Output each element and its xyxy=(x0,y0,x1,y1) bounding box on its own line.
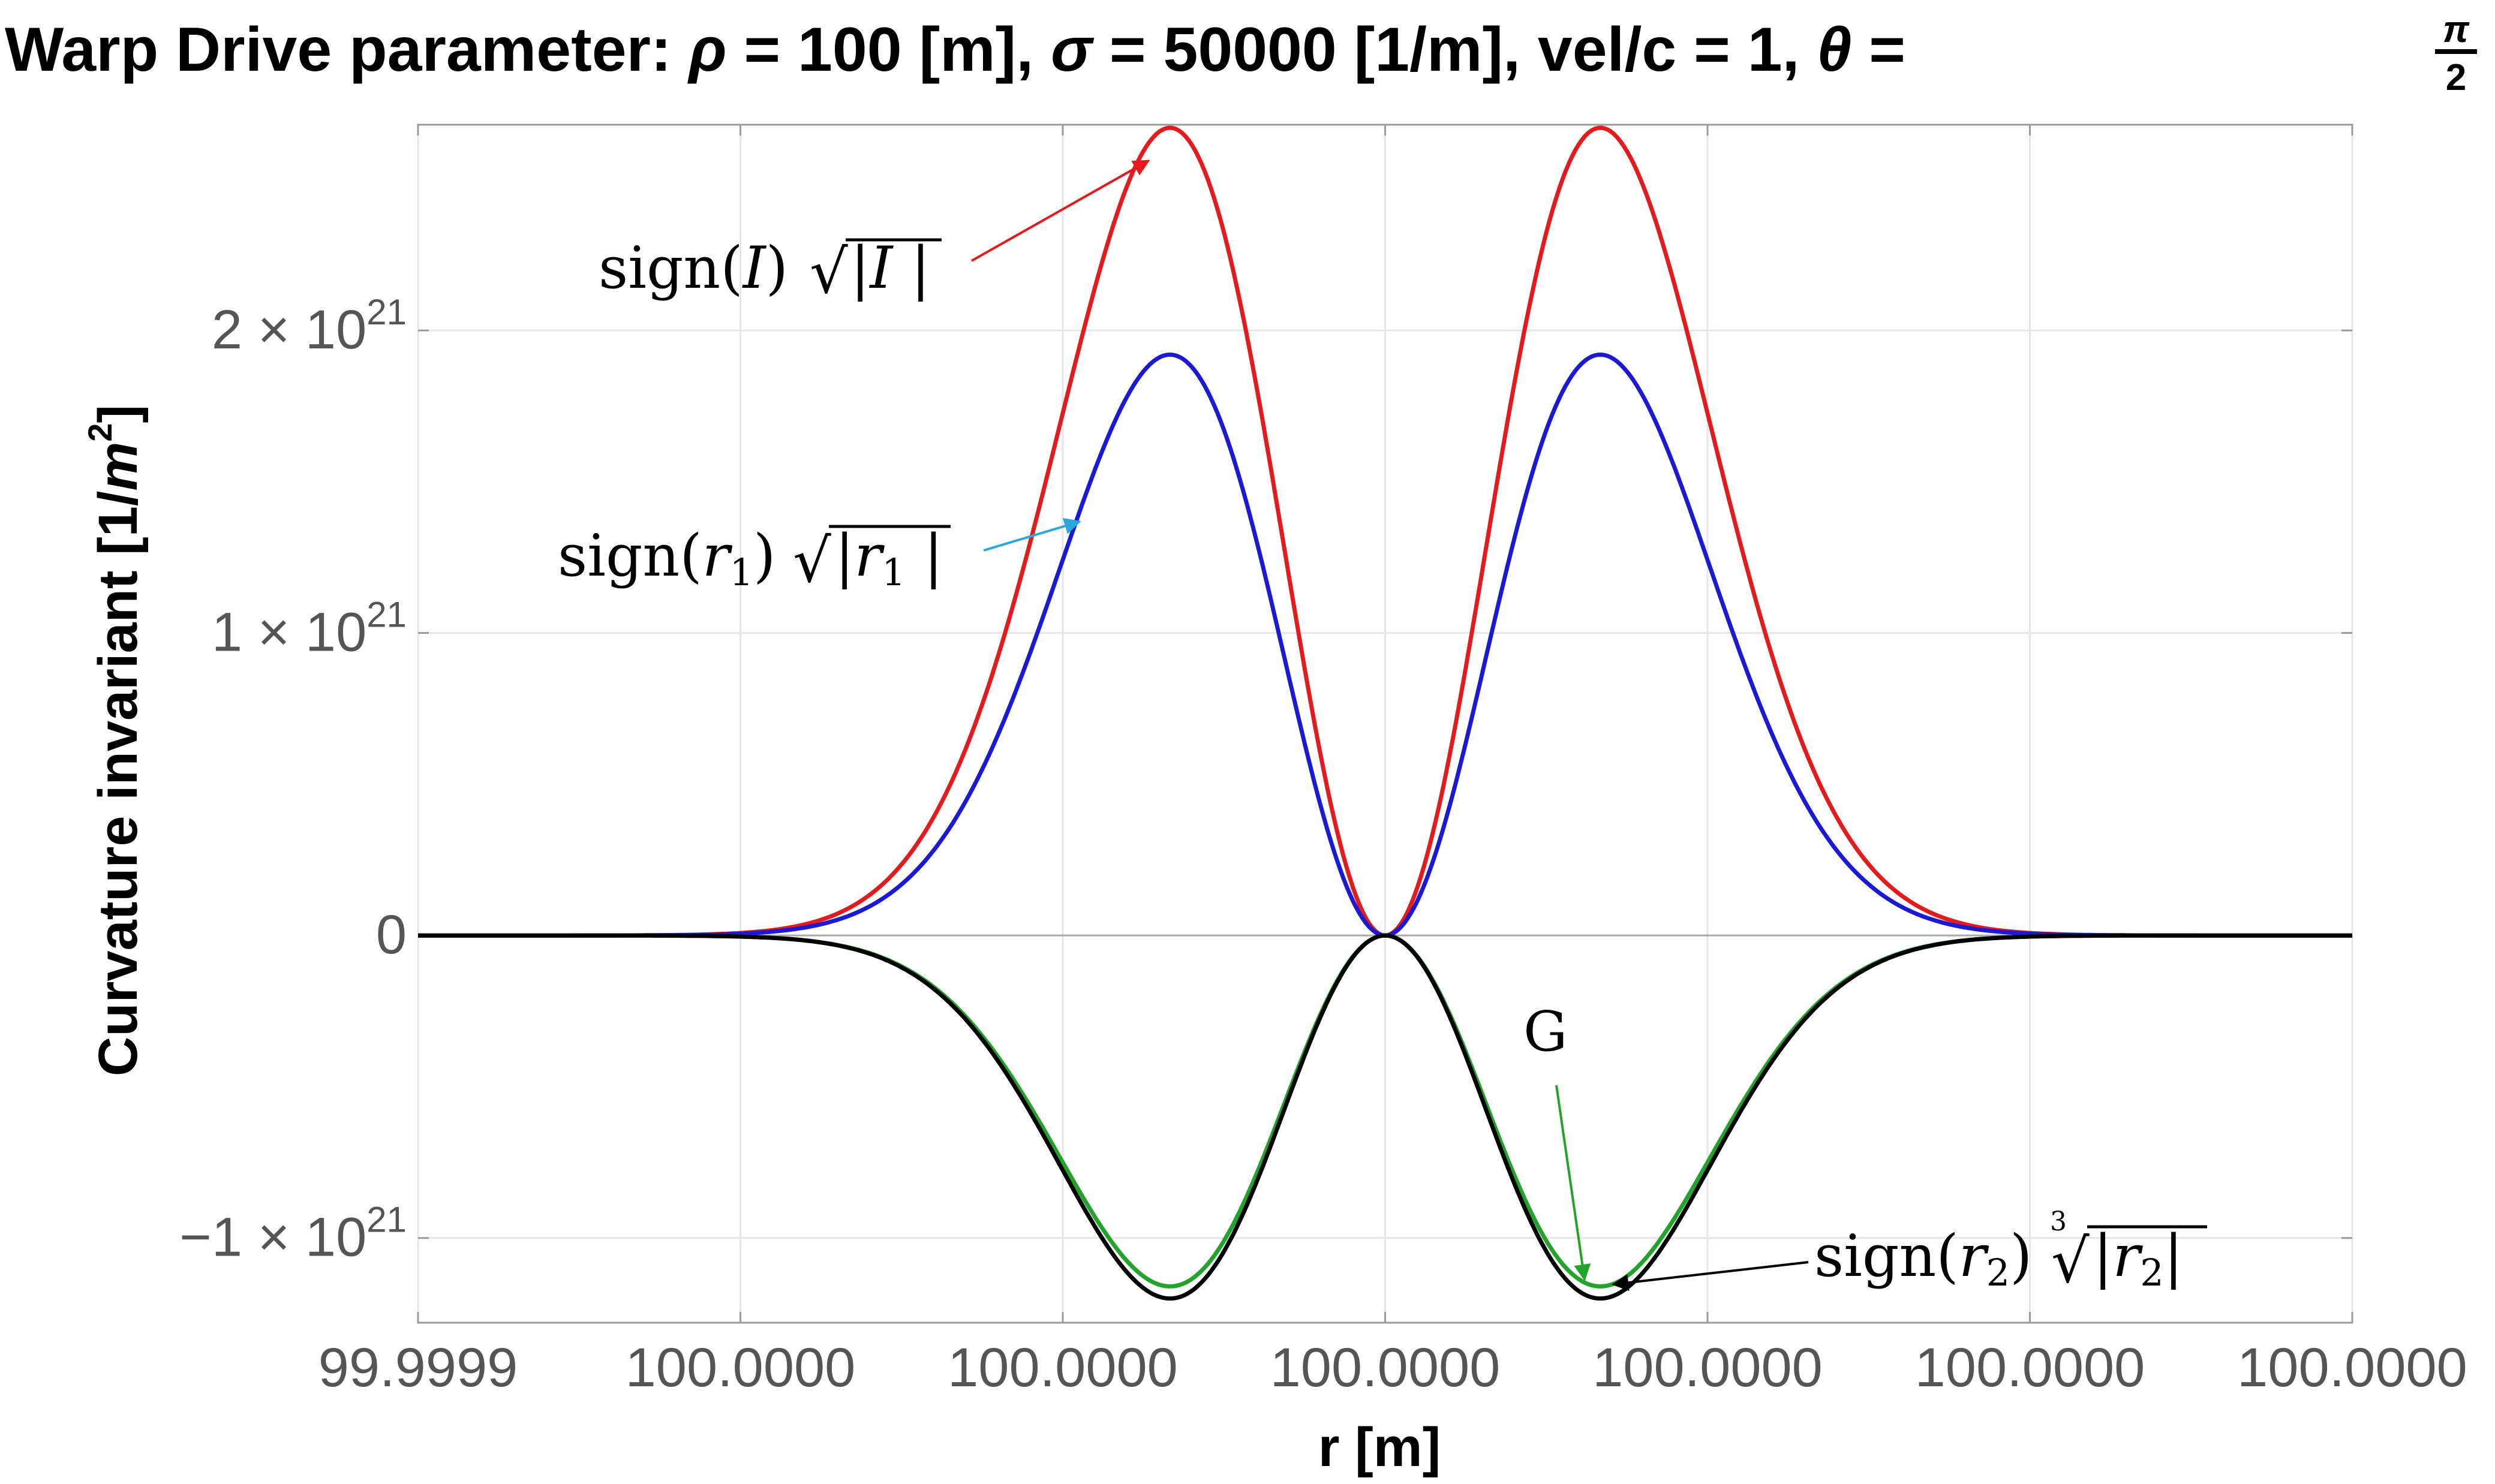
x-tick-label: 100.0000 xyxy=(1592,1337,1823,1398)
y-axis-label: Curvature invariant [1/m2] xyxy=(81,405,149,1076)
x-axis-label: r [m] xyxy=(1318,1417,1441,1478)
x-tick-label: 100.0000 xyxy=(1270,1337,1501,1398)
series-line-r2 xyxy=(418,933,2352,1301)
annotation-I-abs: |I | xyxy=(850,234,930,302)
annotation-I: sign(I) √ |I | xyxy=(599,234,942,307)
y-axis-label-var: m xyxy=(88,442,149,491)
y-axis-label-sup: 2 xyxy=(81,423,119,442)
annotation-r2-var: r xyxy=(1959,1223,1989,1290)
svg-text:sign(I): sign(I) xyxy=(599,234,788,302)
annotation-r1-abs-close: | xyxy=(906,522,943,589)
annotation-r1: sign(r1) √ |r1 | xyxy=(558,522,951,596)
annotation-r1-root: √ xyxy=(793,526,831,596)
annotation-r2-root-index: 3 xyxy=(2050,1206,2067,1237)
annotation-r2-abs-sub: 2 xyxy=(2140,1251,2163,1295)
svg-text:Curvature invariant [1/m2]: Curvature invariant [1/m2] xyxy=(81,405,149,1076)
chart-title: Warp Drive parameter: ρ = 100 [m], σ = 5… xyxy=(5,9,2477,98)
series-layer xyxy=(418,125,2352,1301)
title-fraction-numerator: π xyxy=(2443,9,2470,50)
x-tick-label: 100.0000 xyxy=(626,1337,856,1398)
annotation-r2-root: √ xyxy=(2051,1226,2090,1296)
x-tick-label: 100.0000 xyxy=(2237,1337,2467,1398)
annotation-I-var: I xyxy=(742,234,767,302)
x-tick-label: 99.9999 xyxy=(318,1337,518,1398)
y-tick-labels: 2 × 1021 1 × 1021 0 −1 × 1021 xyxy=(179,292,407,1268)
x-tick-label: 100.0000 xyxy=(948,1337,1178,1398)
arrow-G xyxy=(1555,1085,1591,1281)
annotation-r2-abs: |r xyxy=(2093,1223,2143,1290)
annotation-I-root: √ xyxy=(810,237,848,307)
annotation-r1-var: r xyxy=(702,522,733,589)
annotation-r2-pre: sign( xyxy=(1814,1223,1959,1290)
title-rho-text: = 100 [m], xyxy=(727,15,1051,85)
grid-lines xyxy=(417,125,2353,1323)
title-sigma-text: = 50000 [1/m], vel/c = 1, xyxy=(1092,15,1817,85)
svg-text:|r2|: |r2| xyxy=(2093,1223,2183,1295)
plot-area xyxy=(417,124,2353,1324)
y-axis-label-close: ] xyxy=(88,405,149,423)
y-tick-label: 0 xyxy=(376,904,407,965)
y-axis-label-main: Curvature invariant [1/ xyxy=(88,491,149,1077)
x-tick-label: 100.0000 xyxy=(1915,1337,2145,1398)
annotation-r1-sub: 1 xyxy=(730,550,753,594)
series-annotations: sign(I) √ |I | sign(r1) √ |r1 | G sign(r… xyxy=(558,234,2207,1296)
title-sigma-symbol: σ xyxy=(1051,15,1095,85)
svg-text:sign(r2): sign(r2) xyxy=(1814,1223,2033,1295)
x-tick-labels: 99.9999 100.0000 100.0000 100.0000 100.0000 1… xyxy=(318,1337,2467,1398)
annotation-r1-pre: sign( xyxy=(558,522,702,589)
svg-text:sign(r1): sign(r1) xyxy=(558,522,776,594)
annotation-r1-post: ) xyxy=(753,522,775,589)
arrow-I xyxy=(971,159,1150,262)
annotation-r2-post: ) xyxy=(2010,1223,2032,1290)
annotation-r2: sign(r2) 3 √ |r2| xyxy=(1814,1206,2207,1296)
annotation-r1-abs-sub: 1 xyxy=(882,550,905,594)
title-fraction-denominator: 2 xyxy=(2446,57,2466,98)
svg-text:Warp Drive parameter: ρ = 100: Warp Drive parameter: ρ = 100 [m], σ = 5… xyxy=(5,15,1905,85)
annotation-G: G xyxy=(1523,1000,1568,1064)
annotation-r2-sub: 2 xyxy=(1986,1251,2010,1295)
y-tick-label: 2 × 1021 xyxy=(212,292,407,360)
y-tick-label: −1 × 1021 xyxy=(179,1200,407,1268)
axis-ticks xyxy=(417,125,2353,1323)
title-lead: Warp Drive parameter: xyxy=(5,15,689,85)
annotation-I-post: ) xyxy=(766,234,788,302)
svg-text:|r1 |: |r1 | xyxy=(835,522,943,594)
annotation-I-pre: sign( xyxy=(599,234,743,302)
annotation-r2-abs-close: | xyxy=(2164,1223,2183,1290)
annotation-arrows xyxy=(971,159,1809,1292)
arrow-r2 xyxy=(1612,1261,1809,1292)
annotation-r1-abs: |r xyxy=(835,522,885,589)
arrow-r1 xyxy=(983,517,1081,552)
y-tick-label: 1 × 1021 xyxy=(212,595,407,663)
title-rho-symbol: ρ xyxy=(687,15,727,85)
title-theta-symbol: θ xyxy=(1817,15,1851,85)
title-theta-eq: = xyxy=(1851,15,1905,85)
